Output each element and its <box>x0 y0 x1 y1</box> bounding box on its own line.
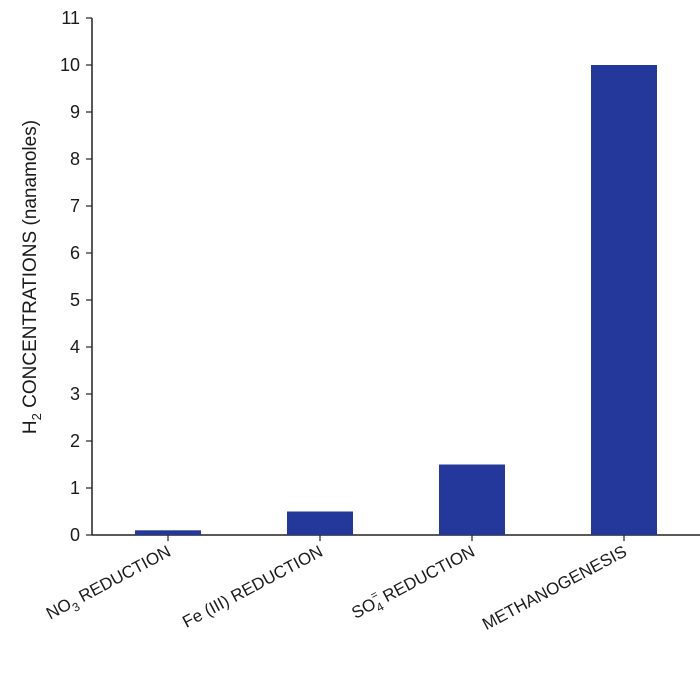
y-tick-label: 0 <box>70 525 80 545</box>
x-tick-label-rest: REDUCTION <box>72 542 174 608</box>
y-tick-label: 6 <box>70 243 80 263</box>
y-axis-label-pre: H <box>20 420 41 434</box>
y-tick-label: 8 <box>70 149 80 169</box>
y-tick-label: 4 <box>70 337 80 357</box>
bars <box>135 65 657 535</box>
y-axis: 0 1 2 3 4 5 6 7 8 9 10 11 <box>60 8 93 545</box>
x-tick-label-base: METHANOGENESIS <box>479 542 630 634</box>
y-tick-label: 9 <box>70 102 80 122</box>
y-tick-label: 2 <box>70 431 80 451</box>
x-tick-label: NO3 REDUCTION <box>43 542 176 627</box>
x-axis <box>92 534 700 541</box>
bar <box>135 530 201 535</box>
x-tick-label: Fe (III) REDUCTION <box>179 542 326 632</box>
y-tick-label: 10 <box>60 55 80 75</box>
x-tick-label-sup: = <box>369 589 380 603</box>
x-tick-label: METHANOGENESIS <box>479 542 630 634</box>
y-tick-label: 3 <box>70 384 80 404</box>
y-axis-label-post: CONCENTRATIONS (nanamoles) <box>20 120 41 413</box>
y-tick-label: 1 <box>70 478 80 498</box>
x-tick-label-base: NO <box>43 595 74 624</box>
bar <box>287 511 353 535</box>
category-labels: NO3 REDUCTION Fe (III) REDUCTION SO=4 REDU… <box>43 539 630 634</box>
y-axis-label: H2 CONCENTRATIONS (nanamoles) <box>20 120 44 434</box>
x-tick-label-base: Fe (III) REDUCTION <box>179 542 326 632</box>
x-tick-label-rest: REDUCTION <box>376 542 478 608</box>
y-tick-label: 7 <box>70 196 80 216</box>
bar <box>439 464 505 535</box>
x-tick-label: SO=4 REDUCTION <box>347 539 480 626</box>
y-tick-label: 5 <box>70 290 80 310</box>
bar <box>591 65 657 535</box>
y-tick-label: 11 <box>61 8 80 28</box>
y-axis-label-sub: 2 <box>29 413 44 420</box>
